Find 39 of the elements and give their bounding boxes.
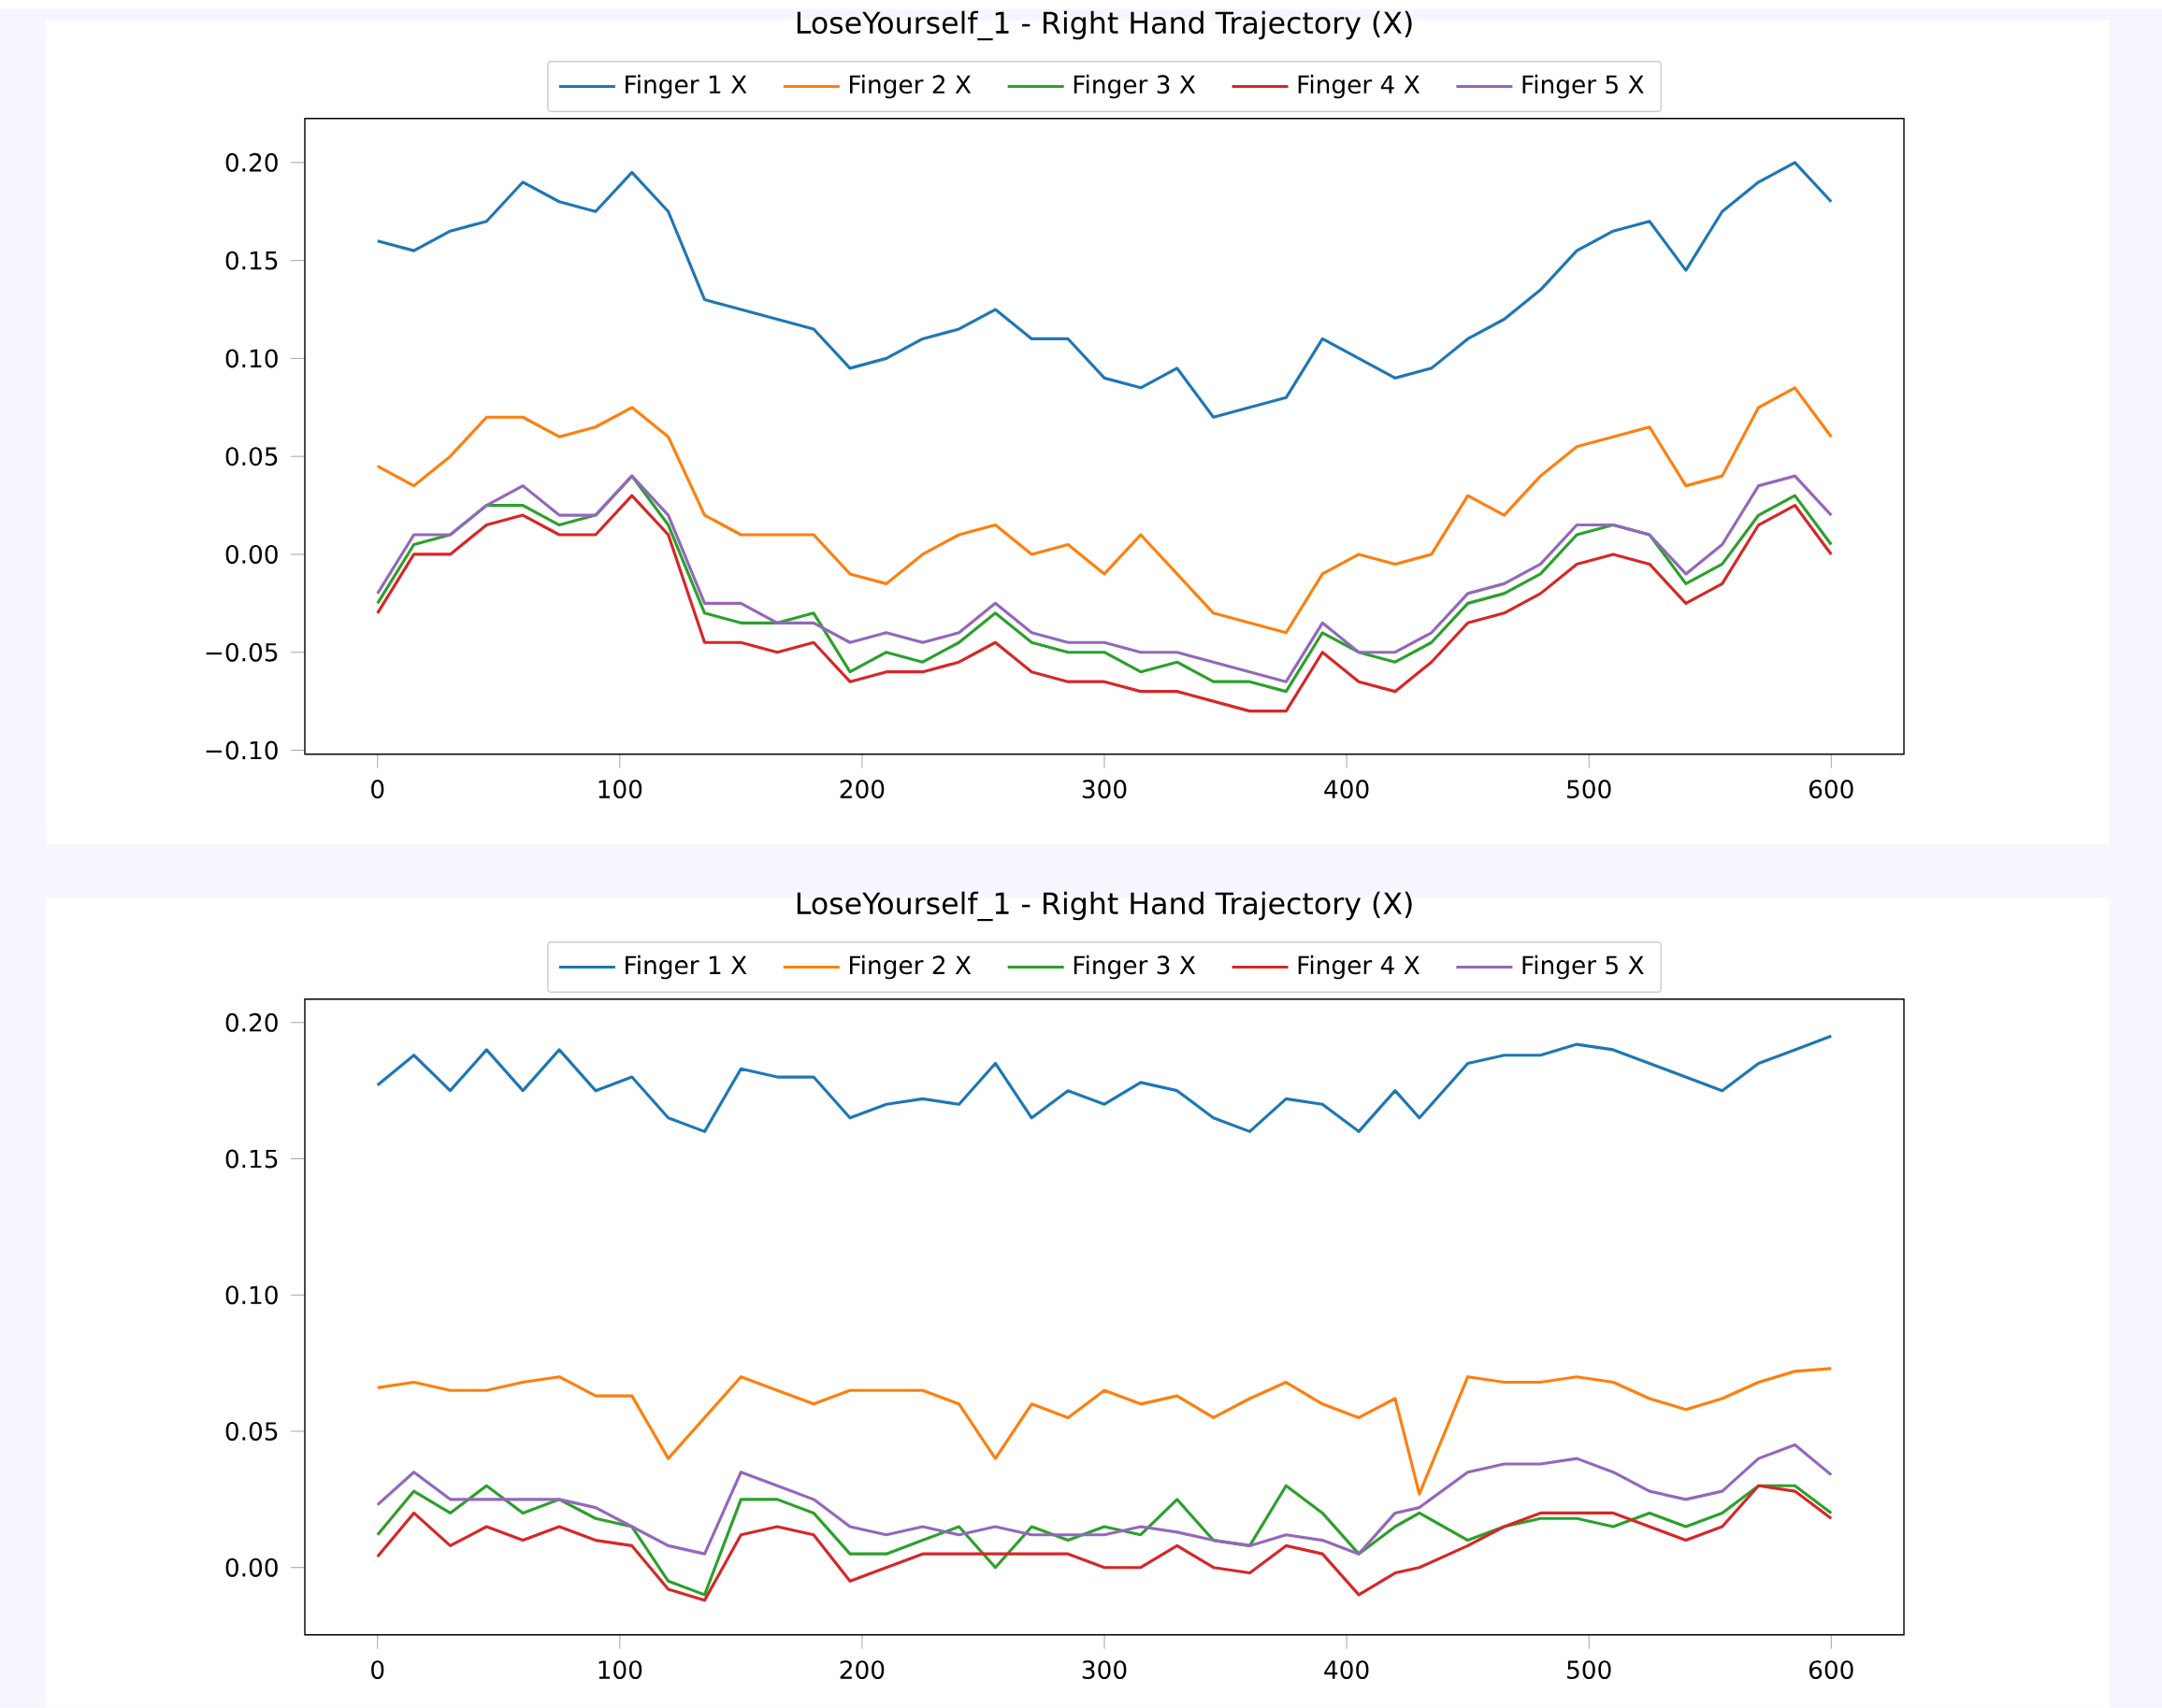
legend-label: Finger 3 X (1074, 75, 1196, 99)
legend-label: Finger 5 X (1522, 955, 1644, 980)
x-tick-label: 400 (1324, 1660, 1369, 1680)
x-tick-label: 400 (1324, 780, 1369, 799)
y-tick-label: 0.10 (225, 1285, 278, 1305)
chart-title: LoseYourself_1 - Right Hand Trajectory (X) (797, 10, 1412, 41)
x-tick-label: 600 (1809, 1660, 1853, 1680)
x-tick-label: 200 (840, 780, 885, 799)
y-tick-label: 0.15 (225, 251, 278, 270)
x-tick-label: 200 (840, 1660, 885, 1680)
legend-label: Finger 1 X (626, 75, 747, 99)
y-tick-label: 0.00 (225, 1557, 278, 1577)
x-tick-label: 300 (1082, 1660, 1127, 1680)
legend-label: Finger 2 X (849, 75, 972, 99)
x-tick-label: 300 (1082, 780, 1127, 799)
y-tick-label: 0.05 (225, 1422, 278, 1442)
legend-label: Finger 2 X (849, 955, 972, 980)
x-tick-label: 100 (598, 1660, 642, 1680)
y-tick-label: 0.05 (225, 447, 278, 466)
legend-label: Finger 4 X (1298, 75, 1420, 99)
x-tick-label: 600 (1809, 780, 1853, 799)
legend-label: Finger 3 X (1074, 955, 1196, 980)
chart-title: LoseYourself_1 - Right Hand Trajectory (X) (797, 891, 1412, 922)
legend-label: Finger 1 X (626, 955, 747, 980)
y-tick-label: −0.10 (206, 740, 278, 760)
legend-label: Finger 4 X (1298, 955, 1420, 980)
legend-label: Finger 5 X (1522, 75, 1644, 99)
y-tick-label: 0.20 (225, 153, 278, 172)
line-series (376, 494, 1833, 713)
x-tick-label: 100 (598, 780, 642, 799)
y-tick-label: 0.20 (225, 1012, 278, 1032)
x-tick-label: 500 (1567, 780, 1611, 799)
y-tick-label: 0.00 (225, 545, 278, 565)
y-tick-label: 0.10 (225, 349, 278, 368)
x-tick-label: 500 (1567, 1660, 1611, 1680)
x-tick-label: 0 (371, 780, 384, 799)
x-tick-label: 0 (371, 1660, 384, 1680)
y-tick-label: −0.05 (206, 642, 278, 662)
y-tick-label: 0.15 (225, 1149, 278, 1169)
